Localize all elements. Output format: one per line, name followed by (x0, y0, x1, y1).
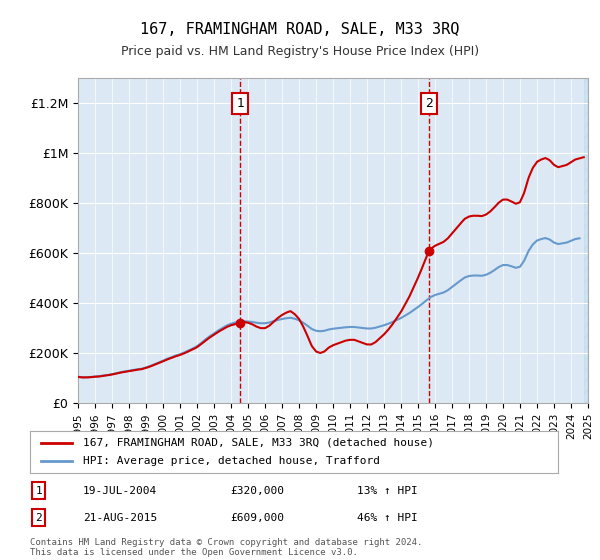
Text: 167, FRAMINGHAM ROAD, SALE, M33 3RQ: 167, FRAMINGHAM ROAD, SALE, M33 3RQ (140, 22, 460, 38)
Text: 2: 2 (425, 97, 433, 110)
Text: £609,000: £609,000 (230, 512, 284, 522)
Text: 2: 2 (35, 512, 42, 522)
Text: 46% ↑ HPI: 46% ↑ HPI (358, 512, 418, 522)
Text: 13% ↑ HPI: 13% ↑ HPI (358, 486, 418, 496)
Text: HPI: Average price, detached house, Trafford: HPI: Average price, detached house, Traf… (83, 456, 380, 466)
Text: 21-AUG-2015: 21-AUG-2015 (83, 512, 157, 522)
Text: Contains HM Land Registry data © Crown copyright and database right 2024.
This d: Contains HM Land Registry data © Crown c… (30, 538, 422, 557)
Text: Price paid vs. HM Land Registry's House Price Index (HPI): Price paid vs. HM Land Registry's House … (121, 45, 479, 58)
Bar (584, 78, 588, 403)
Text: 1: 1 (35, 486, 42, 496)
Text: 1: 1 (236, 97, 244, 110)
Text: 167, FRAMINGHAM ROAD, SALE, M33 3RQ (detached house): 167, FRAMINGHAM ROAD, SALE, M33 3RQ (det… (83, 438, 434, 448)
Text: 19-JUL-2004: 19-JUL-2004 (83, 486, 157, 496)
Text: £320,000: £320,000 (230, 486, 284, 496)
